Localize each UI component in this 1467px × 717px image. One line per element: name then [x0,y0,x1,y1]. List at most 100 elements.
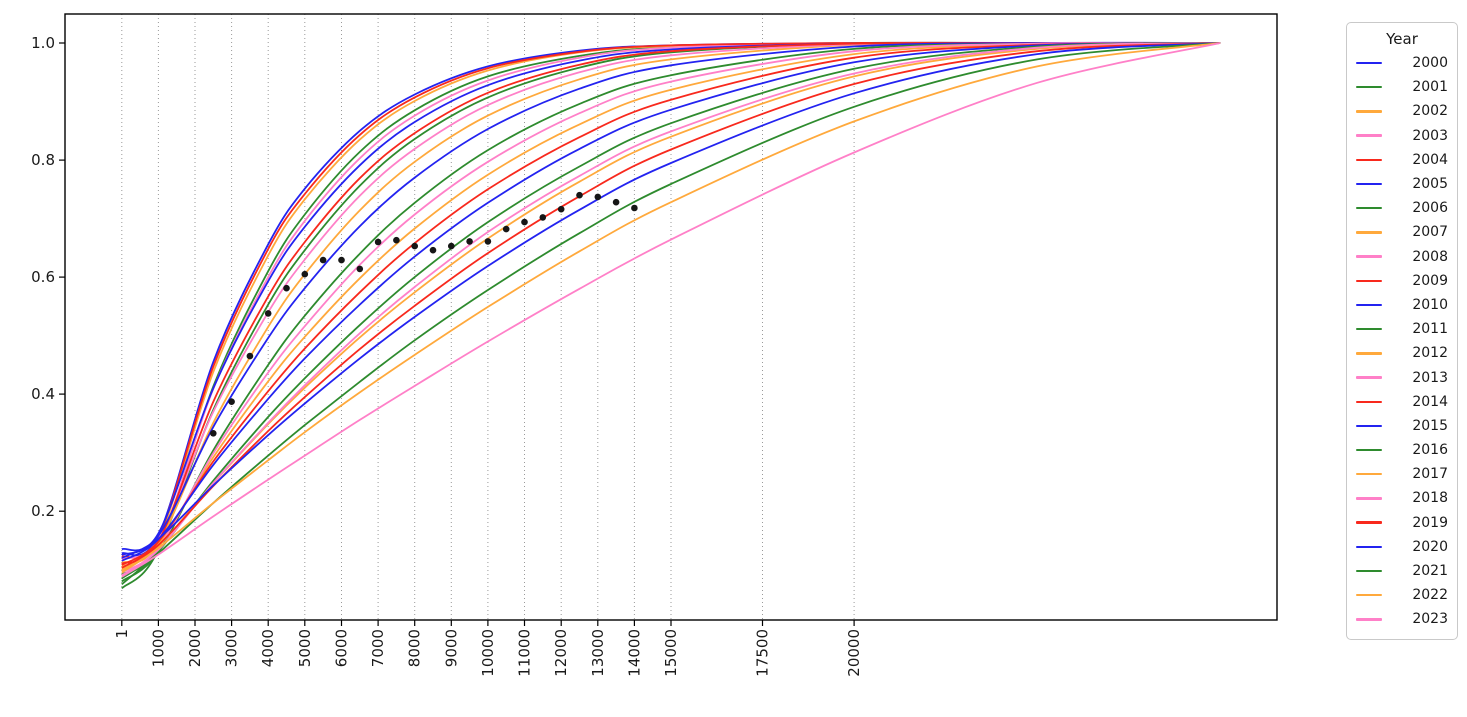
y-tick-label: 0.4 [31,385,55,403]
scatter-dot [612,198,620,206]
axis-ticks [59,42,855,626]
scatter-dot [429,246,437,254]
x-tick-label: 4000 [259,629,277,667]
scatter-dot [466,238,473,245]
scatter-dot [393,236,400,244]
legend-item-label: 2020 [1412,538,1448,555]
x-tick-label: 1 [113,629,131,639]
legend-item-label: 2019 [1412,514,1448,531]
legend-line-swatch [1356,110,1382,113]
scatter-dot [210,430,217,437]
x-tick-label: 1000 [149,629,167,667]
legend-item-label: 2010 [1412,296,1448,313]
curve-2014 [121,42,1221,566]
legend-item-2015: 2015 [1356,414,1448,438]
x-tick-label: 2000 [186,629,204,667]
legend-item-label: 2009 [1412,272,1448,289]
legend-line-swatch [1356,473,1382,476]
y-tick-label: 0.2 [31,502,55,520]
legend-item-2022: 2022 [1356,583,1448,607]
legend-item-label: 2007 [1412,224,1448,241]
legend-item-label: 2022 [1412,587,1448,604]
x-tick-label: 8000 [406,629,424,667]
legend-title: Year [1386,30,1418,48]
legend-item-2003: 2003 [1356,124,1448,148]
legend-item-label: 2006 [1412,200,1448,217]
legend-item-label: 2017 [1412,466,1448,483]
curve-2016 [121,42,1221,580]
scatter-dot [502,225,510,233]
legend-item-label: 2008 [1412,248,1448,265]
curve-2019 [121,42,1221,569]
legend-item-2011: 2011 [1356,317,1448,341]
legend-item-label: 2013 [1412,369,1448,386]
legend-item-2012: 2012 [1356,341,1448,365]
legend-item-label: 2012 [1412,345,1448,362]
x-tick-label: 9000 [442,629,460,667]
x-tick-label: 7000 [369,629,387,667]
curve-2021 [121,42,1221,585]
legend: Year 2000 2001 2002 2003 2004 2005 2006 2007 200… [1346,22,1458,640]
legend-line-swatch [1356,376,1382,379]
scatter-dot [246,352,254,360]
x-tick-label: 11000 [516,629,534,677]
curve-2010 [121,41,1221,556]
curve-2020 [121,42,1221,559]
x-tick-label: 10000 [479,629,497,677]
legend-item-2013: 2013 [1356,365,1448,389]
scatter-dot [521,218,528,226]
legend-item-2009: 2009 [1356,269,1448,293]
legend-item-2000: 2000 [1356,51,1448,75]
scatter-dot [594,193,602,201]
legend-item-2021: 2021 [1356,559,1448,583]
legend-line-swatch [1356,61,1382,65]
legend-line-swatch [1356,182,1382,186]
x-tick-labels: 1 1000 2000 3000 4000 5000 6000 7000 8000 9000 100… [113,629,863,677]
x-tick-label: 17500 [754,629,772,677]
legend-item-label: 2000 [1412,55,1448,72]
legend-item-label: 2003 [1412,127,1448,144]
curve-2015 [121,42,1221,562]
scatter-dot [338,256,345,264]
scatter-dot [411,242,419,250]
legend-item-2019: 2019 [1356,511,1448,535]
scatter-dot [576,191,583,199]
legend-item-label: 2005 [1412,176,1448,193]
legend-line-swatch [1356,569,1382,573]
curve-2013 [121,41,1221,574]
x-tick-label: 13000 [589,629,607,677]
x-tick-label: 3000 [223,629,241,667]
legend-line-swatch [1356,303,1382,307]
y-tick-label: 0.6 [31,268,55,286]
legend-item-2002: 2002 [1356,99,1448,123]
scatter-dot [448,242,455,250]
legend-line-swatch [1356,327,1382,331]
legend-items: 2000 2001 2002 2003 2004 2005 2006 2007 2008 2009… [1356,51,1448,632]
legend-line-swatch [1356,134,1382,137]
scatter-dot [356,265,364,273]
legend-line-swatch [1356,207,1382,210]
legend-item-label: 2023 [1412,611,1448,628]
scatter-dots [210,191,638,437]
legend-item-label: 2011 [1412,321,1448,338]
legend-line-swatch [1356,86,1382,89]
curve-2011 [121,42,1221,583]
legend-line-swatch [1356,279,1382,282]
curve-2012 [121,42,1221,571]
legend-item-2020: 2020 [1356,535,1448,559]
scatter-dot [631,204,638,212]
legend-item-2014: 2014 [1356,390,1448,414]
x-tick-label: 15000 [662,629,680,677]
legend-item-label: 2001 [1412,79,1448,96]
legend-line-swatch [1356,158,1382,162]
legend-line-swatch [1356,545,1382,549]
legend-item-2010: 2010 [1356,293,1448,317]
legend-item-label: 2021 [1412,563,1448,580]
legend-item-label: 2002 [1412,103,1448,120]
legend-line-swatch [1356,424,1382,428]
legend-item-2005: 2005 [1356,172,1448,196]
curve-2023 [121,42,1221,578]
x-tick-label: 14000 [625,629,643,677]
legend-line-swatch [1356,618,1382,621]
scatter-dot [557,205,565,213]
